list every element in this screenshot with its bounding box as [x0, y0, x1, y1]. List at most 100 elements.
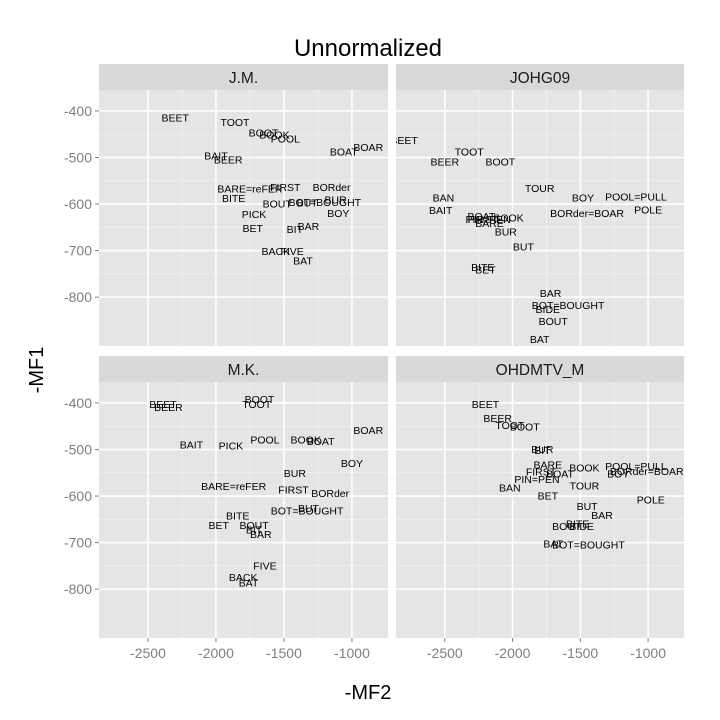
y-axis-label: -MF1	[26, 347, 48, 394]
point-label: BOY	[341, 458, 363, 470]
point-label: BAT	[239, 578, 259, 590]
point-label: BARE	[533, 459, 562, 471]
point-label: BOOT	[249, 127, 279, 139]
panel-background	[396, 382, 684, 638]
y-tick-label: -500	[64, 441, 92, 457]
point-label: BUR	[284, 468, 307, 480]
point-label: BEET	[161, 112, 189, 124]
point-label: BAT	[293, 255, 313, 267]
point-label: POOL	[250, 435, 279, 447]
point-label: PICK	[219, 441, 244, 453]
point-label: TOOT	[242, 399, 272, 411]
point-label: BUR	[325, 194, 348, 206]
point-label: BOUT	[263, 199, 293, 211]
point-label: BUT	[297, 198, 319, 210]
point-label: BAT	[543, 538, 563, 550]
x-tick-label: -1000	[334, 645, 370, 661]
point-label: BEER	[483, 413, 512, 425]
point-label: BORder	[313, 182, 351, 194]
x-tick-label: -2000	[495, 645, 531, 661]
point-label: FIRST	[468, 214, 499, 226]
point-label: BORder=BOAR	[610, 466, 684, 478]
point-label: PIN=PEN	[466, 214, 511, 226]
y-tick-label: -400	[64, 103, 92, 119]
point-label: BUT	[298, 503, 320, 515]
point-label: BOAT	[330, 146, 358, 158]
point-label: BEET	[390, 135, 418, 147]
point-label: BOT=BOUGHT	[271, 505, 344, 517]
point-label: BITE	[566, 518, 589, 530]
point-label: BOOK	[291, 435, 321, 447]
point-label: BET	[475, 265, 496, 277]
point-label: BORder=BOAR	[550, 208, 624, 220]
point-label: BITE	[226, 511, 249, 523]
x-tick-label: -1000	[630, 645, 666, 661]
point-label: BOT=BOUGHT	[552, 539, 625, 551]
point-label: BOT=BOUGHT	[532, 300, 605, 312]
facet-panels: J.M.BEET TOOTBOOTBOOKPOOLBOATBOARBAITBEER…	[64, 64, 684, 661]
point-label: BAIT	[204, 151, 228, 163]
y-tick-label: -600	[64, 196, 92, 212]
facet-strip	[396, 356, 684, 382]
point-label: BITE	[471, 262, 494, 274]
facet-strip-label: JOHG09	[510, 70, 570, 87]
x-tick-label: -1500	[266, 645, 302, 661]
point-label: TOOT	[455, 146, 485, 158]
chart-title: Unnormalized	[294, 35, 442, 62]
point-label: BOOK	[569, 463, 599, 475]
y-tick-label: -800	[64, 289, 92, 305]
point-label: BOUT	[239, 520, 269, 532]
point-label: BOAT	[307, 436, 335, 448]
point-label: BACK	[262, 246, 291, 258]
point-label: BOY	[572, 192, 594, 204]
point-label: BOAT	[467, 211, 495, 223]
point-label: BAT	[530, 334, 550, 346]
point-label: BEER	[214, 154, 243, 166]
facet-strip-label: J.M.	[229, 70, 258, 87]
point-label: BOOT	[510, 422, 540, 434]
point-label: POOL=PULL	[605, 192, 667, 204]
point-label: BUT	[513, 241, 535, 253]
point-label: FIRST	[526, 466, 557, 478]
point-label: PIN=PEN	[514, 474, 559, 486]
point-label: BOUT	[552, 521, 582, 533]
point-label: BET	[242, 223, 263, 235]
x-tick-label: -1500	[562, 645, 598, 661]
point-label: FIRST	[278, 484, 309, 496]
point-label: FIVE	[280, 246, 303, 258]
point-label: BOOK	[493, 213, 523, 225]
point-label: BAIT	[180, 439, 204, 451]
y-tick-label: -700	[64, 535, 92, 551]
point-label: BITE	[222, 193, 245, 205]
y-tick-label: -700	[64, 243, 92, 259]
point-label: TOOT	[221, 117, 251, 129]
point-label: BEET	[472, 399, 500, 411]
point-label: BARE=reFER	[201, 481, 266, 493]
facet-strip	[99, 356, 388, 382]
point-label: POOL=PULL	[605, 461, 667, 473]
point-label: BOAR	[353, 142, 383, 154]
point-label: POLE	[634, 205, 662, 217]
point-label: BIT	[246, 525, 263, 537]
facet-strip	[99, 64, 388, 90]
y-tick-label: -500	[64, 149, 92, 165]
x-tick-label: -2500	[427, 645, 463, 661]
x-tick-label: -2000	[198, 645, 234, 661]
point-label: PICK	[242, 209, 267, 221]
point-label: BEER	[154, 402, 183, 414]
point-label: BAR	[298, 221, 320, 233]
point-label: BOUT	[539, 316, 569, 328]
x-tick-label: -2500	[130, 645, 166, 661]
point-label: TOUR	[570, 480, 600, 492]
point-label: BET	[538, 491, 559, 503]
point-label: BAN	[433, 192, 455, 204]
point-label: BAN	[499, 483, 521, 495]
point-label: BOOT	[245, 394, 275, 406]
point-label: BOOK	[259, 130, 289, 142]
point-label: POLE	[637, 494, 665, 506]
point-label: BAIT	[429, 205, 453, 217]
facet-strip	[396, 64, 684, 90]
